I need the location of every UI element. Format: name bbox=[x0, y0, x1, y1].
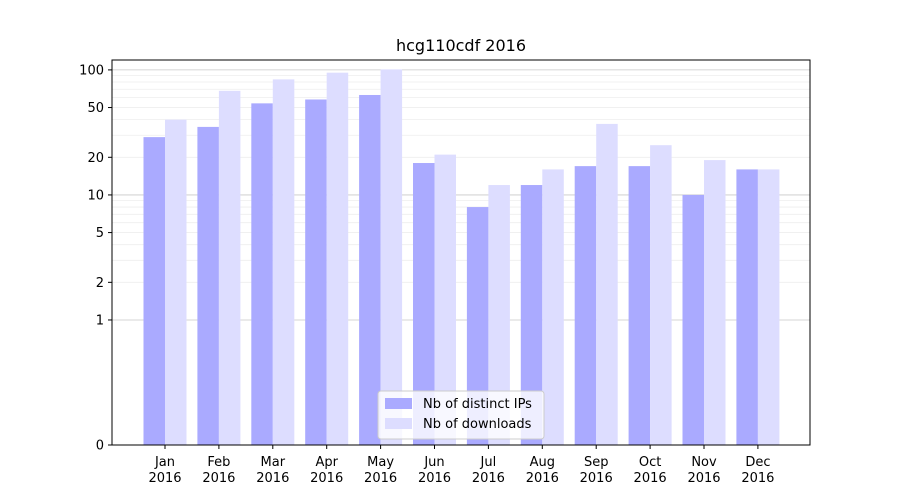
x-tick-label-year: 2016 bbox=[580, 471, 613, 486]
bar-downloads bbox=[542, 169, 564, 445]
x-tick-label-month: Dec bbox=[745, 455, 770, 470]
y-tick-label: 0 bbox=[96, 439, 104, 454]
x-tick-label-month: Feb bbox=[207, 455, 230, 470]
bar-distinct-ips bbox=[251, 103, 273, 446]
y-tick-label: 20 bbox=[87, 151, 104, 166]
legend-swatch bbox=[385, 398, 412, 409]
y-tick-label: 100 bbox=[79, 63, 104, 78]
bar-distinct-ips bbox=[736, 169, 758, 445]
x-tick-label-year: 2016 bbox=[687, 471, 720, 486]
y-tick-label: 50 bbox=[87, 101, 104, 116]
bar-downloads bbox=[757, 169, 780, 445]
bar-distinct-ips bbox=[628, 166, 651, 445]
legend-label: Nb of distinct IPs bbox=[423, 397, 532, 412]
chart-title: hcg110cdf 2016 bbox=[396, 36, 526, 55]
bar-downloads bbox=[218, 90, 241, 446]
bar-downloads bbox=[488, 185, 510, 445]
x-tick-label-month: Nov bbox=[691, 455, 717, 470]
bar-distinct-ips bbox=[143, 137, 165, 445]
x-tick-label-year: 2016 bbox=[364, 471, 397, 486]
x-tick-label-month: Apr bbox=[315, 455, 338, 470]
plot-frame bbox=[111, 59, 811, 446]
bar-downloads bbox=[165, 119, 187, 446]
x-tick-label-month: Jun bbox=[423, 455, 444, 470]
bar-distinct-ips bbox=[520, 185, 543, 445]
bar-downloads bbox=[326, 72, 349, 445]
bar-distinct-ips bbox=[682, 194, 704, 445]
x-tick-label-year: 2016 bbox=[418, 471, 451, 486]
x-tick-label-month: Oct bbox=[639, 455, 661, 470]
y-tick-label: 2 bbox=[96, 276, 104, 291]
bar-downloads bbox=[704, 160, 726, 445]
x-tick-label-year: 2016 bbox=[202, 471, 235, 486]
y-tick-label: 10 bbox=[87, 188, 104, 203]
legend-label: Nb of downloads bbox=[423, 417, 532, 432]
bar-downloads bbox=[272, 79, 295, 446]
bar-downloads bbox=[650, 145, 672, 445]
bar-downloads bbox=[596, 123, 618, 445]
y-axis: 0 1 2 5 10 20 50 100 bbox=[79, 63, 112, 454]
bar-downloads bbox=[380, 69, 403, 445]
x-tick-label-year: 2016 bbox=[526, 471, 559, 486]
x-tick-label-month: Jul bbox=[480, 455, 497, 470]
legend: Nb of distinct IPs Nb of downloads bbox=[377, 390, 545, 440]
bar-distinct-ips bbox=[466, 207, 489, 445]
bar-distinct-ips bbox=[574, 166, 597, 445]
x-axis: Jan2016Feb2016Mar2016Apr2016May2016Jun20… bbox=[148, 445, 774, 486]
x-tick-label-year: 2016 bbox=[472, 471, 505, 486]
x-tick-label-month: Mar bbox=[261, 455, 286, 470]
x-tick-label-year: 2016 bbox=[310, 471, 343, 486]
legend-swatch bbox=[385, 418, 412, 429]
bar-distinct-ips bbox=[197, 126, 219, 446]
x-tick-label-month: Sep bbox=[584, 455, 609, 470]
bar-distinct-ips bbox=[413, 163, 435, 445]
x-tick-label-year: 2016 bbox=[634, 471, 667, 486]
y-tick-label: 1 bbox=[96, 313, 104, 328]
bars bbox=[143, 69, 780, 446]
x-tick-label-year: 2016 bbox=[148, 471, 181, 486]
legend-box bbox=[377, 390, 545, 440]
bar-downloads bbox=[434, 154, 456, 446]
x-tick-label-month: Jan bbox=[154, 455, 175, 470]
x-tick-label-year: 2016 bbox=[741, 471, 774, 486]
x-tick-label-year: 2016 bbox=[256, 471, 289, 486]
x-tick-label-month: Aug bbox=[530, 455, 555, 470]
bar-distinct-ips bbox=[305, 99, 327, 446]
x-tick-label-month: May bbox=[367, 455, 394, 470]
bar-distinct-ips bbox=[359, 94, 381, 446]
y-tick-label: 5 bbox=[96, 226, 104, 241]
